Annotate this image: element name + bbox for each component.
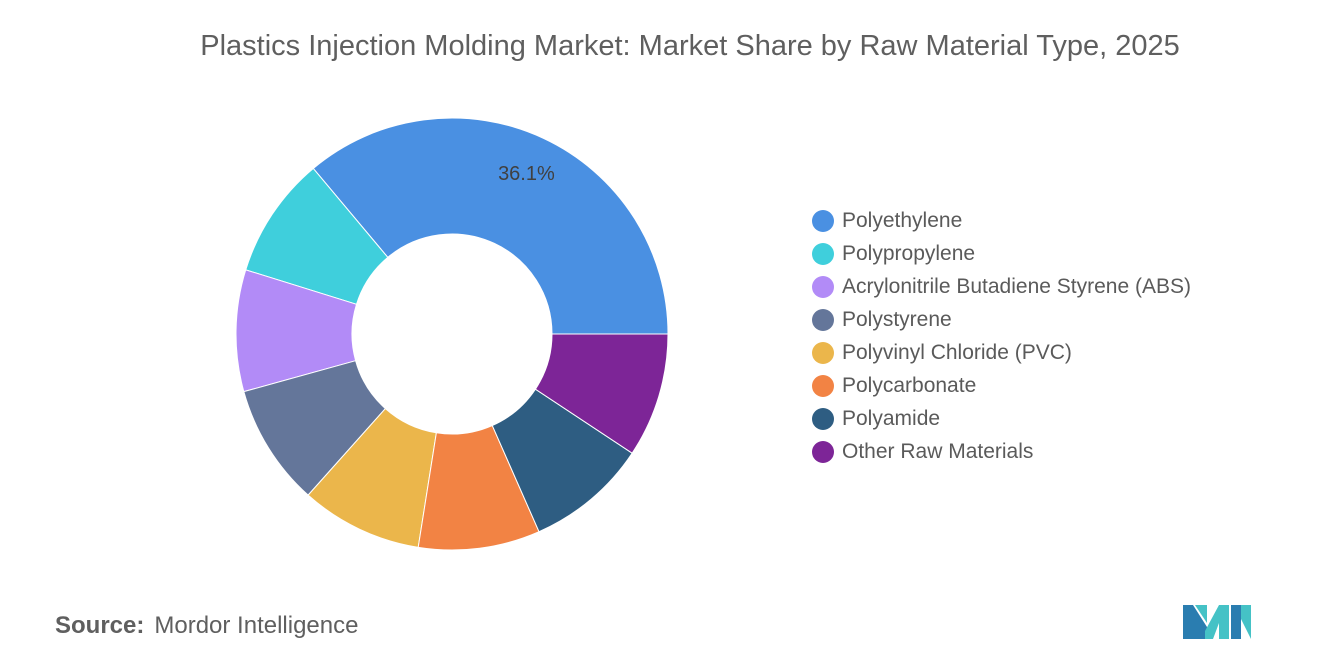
- slice-other-raw-materials: [534, 333, 669, 454]
- legend-item: Polyamide: [812, 402, 1191, 435]
- legend-item: Polyvinyl Chloride (PVC): [812, 336, 1191, 369]
- legend-label: Acrylonitrile Butadiene Styrene (ABS): [842, 274, 1191, 298]
- legend-swatch: [812, 407, 834, 430]
- mordor-intelligence-logo-icon: [1183, 605, 1251, 639]
- legend-swatch: [812, 209, 834, 232]
- legend-label: Polyamide: [842, 406, 941, 430]
- data-label: 36.1%: [498, 163, 555, 185]
- legend-label: Polyethylene: [842, 208, 963, 232]
- legend-swatch: [812, 440, 834, 463]
- source-note: Source: Mordor Intelligence: [55, 612, 358, 640]
- legend-label: Polycarbonate: [842, 373, 977, 397]
- legend-swatch: [812, 374, 834, 397]
- chart-legend: Polyethylene Polypropylene Acrylonitrile B…: [812, 204, 1191, 468]
- legend-item: Polypropylene: [812, 237, 1191, 270]
- legend-swatch: [812, 308, 834, 331]
- slice-polyethylene: [312, 117, 669, 335]
- legend-swatch: [812, 275, 834, 298]
- legend-label: Polyvinyl Chloride (PVC): [842, 340, 1072, 364]
- legend-swatch: [812, 341, 834, 364]
- source-label: Source:: [55, 612, 145, 639]
- legend-item: Acrylonitrile Butadiene Styrene (ABS): [812, 270, 1191, 303]
- legend-swatch: [812, 242, 834, 265]
- legend-item: Polystyrene: [812, 303, 1191, 336]
- legend-label: Other Raw Materials: [842, 439, 1034, 463]
- legend-item: Polycarbonate: [812, 369, 1191, 402]
- chart-title: Plastics Injection Molding Market: Marke…: [200, 30, 1180, 62]
- legend-item: Polyethylene: [812, 204, 1191, 237]
- legend-label: Polypropylene: [842, 241, 976, 265]
- legend-item: Other Raw Materials: [812, 435, 1191, 468]
- legend-label: Polystyrene: [842, 307, 952, 331]
- source-text: Mordor Intelligence: [154, 612, 359, 639]
